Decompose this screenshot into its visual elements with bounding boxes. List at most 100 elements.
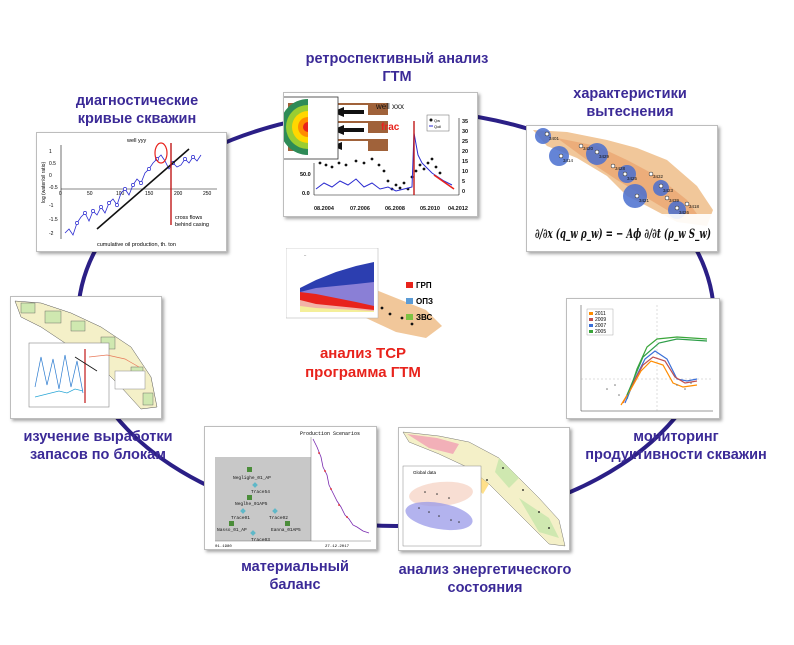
retro-frac-label: frac: [381, 122, 400, 133]
retro-xtick-3: 05.2010: [420, 206, 440, 212]
retro-xtick-0: 08.2004: [314, 206, 335, 212]
diag-xtick-0: 0: [59, 191, 62, 197]
tsr-legend-swatch-1: [406, 298, 413, 304]
diag-ytick-0: 1: [49, 149, 52, 155]
label-material-balance: материальный баланс: [210, 558, 380, 594]
label-tsr-line1: анализ ТСР: [319, 345, 407, 362]
material-balance-thumbnail[interactable]: Production Scenarios Neglighe_01_AP Trac…: [204, 426, 377, 550]
material-node-5: Nasso_01_AP: [217, 527, 247, 533]
material-node-7: Trace03: [251, 537, 270, 543]
displ-well-11: 3420: [583, 146, 594, 151]
displ-well-6: 3426: [679, 210, 690, 215]
diag-annotation-2: behind casing: [175, 222, 209, 228]
retro-ytick-2: 25: [462, 139, 468, 145]
label-productivity-monitoring: мониторинг продуктивности скважин: [558, 428, 794, 464]
retro-legend-1: Qoil: [434, 124, 441, 129]
monitor-legend-0: 2011: [595, 311, 606, 317]
tsr-legend-swatch-0: [406, 282, 413, 288]
svg-text:─: ─: [303, 253, 307, 257]
energy-inset-title: Global data: [413, 470, 437, 475]
displ-well-7: 3428: [615, 166, 626, 171]
retro-ytick-3: 20: [462, 149, 468, 155]
label-energy-line1: анализ энергетического: [398, 562, 572, 578]
retro-ytick-6: 5: [462, 179, 465, 185]
diag-xtick-3: 150: [145, 191, 154, 197]
label-diagnostic-curves: диагностические кривые скважин: [32, 92, 242, 128]
label-material-line2: баланс: [269, 577, 321, 593]
monitor-legend-1: 2009: [595, 317, 606, 323]
label-monitor-line1: мониторинг: [633, 429, 719, 445]
label-monitor-line2: продуктивности скважин: [585, 447, 767, 463]
diag-xtick-1: 50: [87, 191, 93, 197]
label-diag-line1: диагностические: [75, 93, 199, 109]
label-displ-line2: вытеснения: [586, 104, 674, 120]
retro-xtick-1: 07.2006: [350, 206, 370, 212]
material-xtick-0: 01.1980: [215, 545, 232, 549]
displ-well-8: 3432: [653, 174, 664, 179]
reserves-blocks-thumbnail[interactable]: [10, 296, 162, 419]
displ-well-10: 3418: [689, 204, 700, 209]
material-node-6: Eanna_01AP5: [271, 527, 301, 533]
label-blocks-line1: изучение выработки: [23, 429, 173, 445]
displ-formula: ∂/∂x (q_w ρ_w) = − Aϕ ∂/∂t (ρ_w S_w): [535, 227, 711, 242]
diag-ytick-2: 0: [49, 173, 52, 179]
diag-ylabel: log (water/oil ratio): [41, 162, 47, 203]
tsr-legend-2: ЗВС: [416, 313, 432, 322]
material-title: Production Scenarios: [300, 431, 360, 437]
diag-annotation-1: cross flows: [175, 215, 202, 221]
label-energy-state: анализ энергетического состояния: [372, 561, 598, 597]
diag-ytick-4: -1: [49, 203, 54, 209]
material-xtick-1: 27.12.2017: [325, 545, 350, 549]
displ-well-4: 3421: [639, 198, 650, 203]
label-material-line1: материальный: [241, 559, 349, 575]
diag-ytick-1: 0.5: [49, 161, 56, 167]
productivity-monitoring-thumbnail[interactable]: 2011 2009 2007 2005: [566, 298, 720, 419]
tsr-analysis-thumbnail[interactable]: ─ ГРП ОПЗ ЗВС: [286, 248, 444, 340]
retro-xtick-4: 04.2012: [448, 206, 468, 212]
retro-analysis-thumbnail[interactable]: well xxx frac Qw Qoil 35 30 25 20 15 10 …: [283, 92, 478, 217]
tsr-legend-swatch-2: [406, 314, 413, 320]
displ-well-9: 3439: [669, 198, 680, 203]
diag-ytick-5: -1.5: [49, 217, 58, 223]
retro-ytick-1: 30: [462, 129, 468, 135]
retro-ytick-5: 10: [462, 169, 468, 175]
label-blocks-line2: запасов по блокам: [30, 447, 166, 463]
displ-well-1: 3414: [563, 158, 574, 163]
label-reserves-blocks: изучение выработки запасов по блокам: [0, 428, 196, 464]
diagnostic-curves-thumbnail[interactable]: well yyy log (water/oil ratio) 1 0.5 0 -…: [36, 132, 227, 252]
displacement-thumbnail[interactable]: 3401 3414 3429 3425 3421 3423 3426 3428 …: [526, 125, 718, 252]
displ-well-2: 3429: [599, 154, 610, 159]
energy-state-thumbnail[interactable]: Global data: [398, 427, 570, 551]
retro-lefttick-0: 50.0: [300, 172, 311, 178]
diag-xtick-4: 200: [174, 191, 183, 197]
retro-ytick-7: 0: [462, 189, 465, 195]
diag-title: well yyy: [126, 138, 147, 144]
monitor-legend-2: 2007: [595, 323, 606, 329]
displ-well-5: 3423: [663, 188, 674, 193]
retro-title: well xxx: [375, 102, 404, 111]
retro-xtick-2: 06.2008: [385, 206, 405, 212]
label-displacement: характеристики вытеснения: [540, 85, 720, 121]
label-displ-line1: характеристики: [573, 86, 687, 102]
label-retro-line1: ретроспективный анализ: [305, 51, 489, 67]
material-node-4: Trace02: [269, 515, 288, 521]
label-diag-line2: кривые скважин: [77, 111, 197, 127]
diag-ytick-3: -0.5: [49, 185, 58, 191]
material-node-2: Neglhe_01AP5: [235, 501, 268, 507]
tsr-legend-0: ГРП: [416, 281, 432, 290]
displ-well-3: 3425: [627, 176, 638, 181]
label-tsr-program: анализ ТСР программа ГТМ: [278, 344, 448, 382]
label-tsr-line2: программа ГТМ: [305, 364, 421, 381]
retro-legend-0: Qw: [434, 118, 440, 123]
retro-lefttick-1: 0.0: [302, 191, 310, 197]
retro-ytick-4: 15: [462, 159, 468, 165]
tsr-legend-1: ОПЗ: [416, 297, 433, 306]
label-energy-line2: состояния: [447, 580, 523, 596]
material-node-3: Trace01: [231, 515, 250, 521]
material-node-0: Neglighe_01_AP: [233, 475, 271, 481]
label-retro-analysis: ретроспективный анализ ГТМ: [262, 50, 532, 86]
monitor-legend-3: 2005: [595, 329, 606, 335]
material-node-1: Trace54: [251, 489, 270, 495]
displ-well-0: 3401: [549, 136, 560, 141]
diag-xtick-5: 250: [203, 191, 212, 197]
